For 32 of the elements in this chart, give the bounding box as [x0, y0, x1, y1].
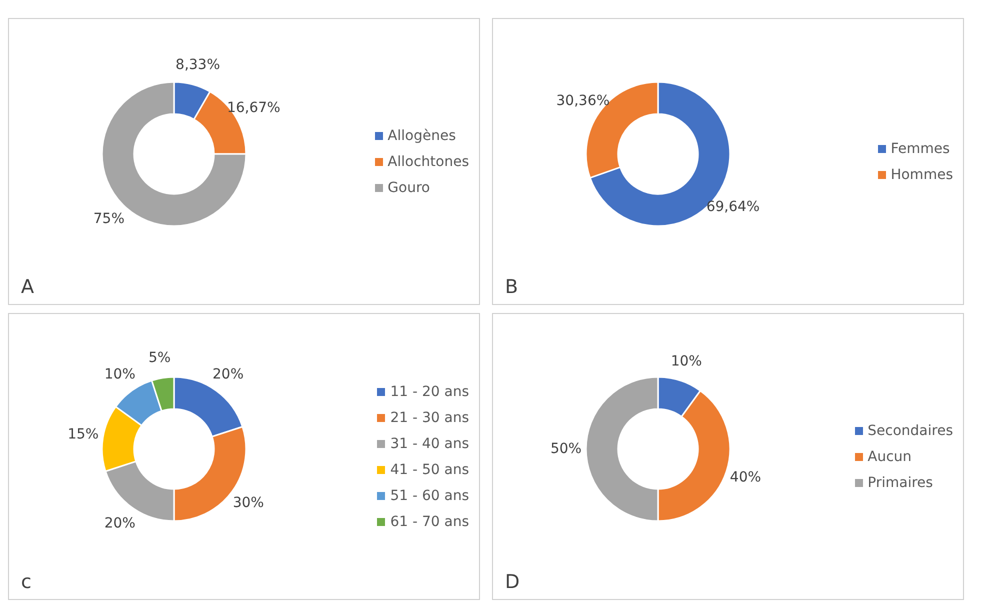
- text: D: [505, 571, 520, 593]
- legend-label: Allogènes: [388, 126, 456, 146]
- legend-label: Hommes: [890, 166, 953, 184]
- data-label: 8,33%: [176, 57, 220, 74]
- legend-label: Femmes: [890, 140, 950, 158]
- text: c: [21, 571, 32, 593]
- legend-label: Gouro: [388, 178, 430, 198]
- legend-label: Secondaires: [868, 422, 953, 440]
- data-label: 30%: [232, 495, 264, 512]
- data-label: 15%: [68, 426, 99, 443]
- data-label: 69,64%: [706, 199, 760, 216]
- data-label: 5%: [148, 350, 171, 366]
- legend-label: 11 - 20 ans: [390, 382, 469, 402]
- data-label: 10%: [670, 354, 702, 370]
- legend-label: 51 - 60 ans: [390, 486, 469, 506]
- legend-label: 61 - 70 ans: [390, 512, 469, 532]
- text: B: [505, 276, 518, 298]
- data-label: 20%: [104, 515, 136, 532]
- data-label: 50%: [550, 441, 582, 457]
- data-label: 10%: [104, 366, 136, 383]
- legend-label: Aucun: [868, 448, 912, 466]
- legend-label: 21 - 30 ans: [390, 408, 469, 428]
- data-label: 30,36%: [556, 92, 610, 109]
- text: A: [21, 276, 34, 298]
- legend-label: 31 - 40 ans: [390, 434, 469, 454]
- data-label: 40%: [730, 469, 762, 486]
- legend-label: Allochtones: [388, 152, 469, 172]
- legend-label: Primaires: [868, 474, 933, 492]
- legend-label: 41 - 50 ans: [390, 460, 469, 480]
- data-label: 75%: [93, 211, 125, 228]
- data-label: 20%: [212, 366, 244, 383]
- data-label: 16,67%: [226, 100, 280, 116]
